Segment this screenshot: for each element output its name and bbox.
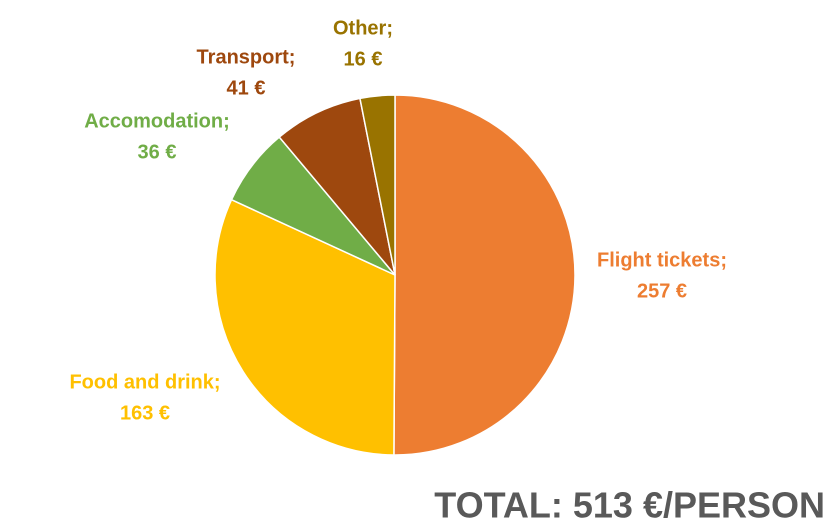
slice-category-label: Flight tickets; — [597, 249, 727, 271]
slice-value-label: 41 € — [227, 77, 266, 99]
slice-value-label: 36 € — [138, 141, 177, 163]
total-annotation: TOTAL: 513 €/PERSON — [434, 485, 825, 526]
slice-category-label: Transport; — [197, 46, 296, 68]
pie-slice — [393, 94, 576, 456]
slice-value-label: 257 € — [637, 280, 687, 302]
pie-slice — [278, 97, 396, 276]
slice-value-label: 16 € — [344, 48, 383, 70]
slice-category-label: Food and drink; — [69, 371, 220, 393]
pie-slice — [359, 94, 396, 276]
slice-category-label: Other; — [333, 17, 393, 39]
slice-category-label: Accomodation; — [84, 110, 230, 132]
slice-value-label: 163 € — [120, 402, 170, 424]
pie-slice — [214, 198, 396, 456]
